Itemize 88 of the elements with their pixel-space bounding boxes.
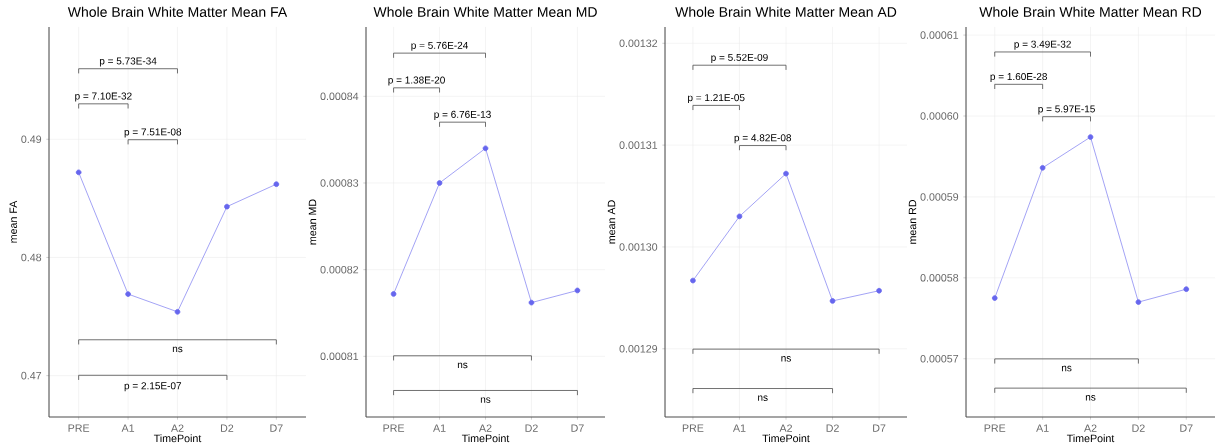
point <box>528 299 535 306</box>
x-tick-label: A1 <box>732 424 746 432</box>
x-axis-title: TimePoint <box>762 434 810 443</box>
y-tick-label: 0.00061 <box>920 31 959 39</box>
chart-title: Whole Brain White Matter Mean AD <box>675 6 897 17</box>
point <box>125 291 131 297</box>
x-tick-label: D7 <box>1180 424 1193 432</box>
annotation: ns <box>781 356 791 362</box>
point <box>1087 134 1094 140</box>
x-tick-label: PRE <box>68 424 90 432</box>
chart-title: Whole Brain White Matter Mean FA <box>67 6 288 17</box>
annotation: p = 5.52E-09 <box>711 53 768 63</box>
point <box>829 298 836 304</box>
y-tick-label: 0.00059 <box>920 193 959 201</box>
annotation: ns <box>1085 395 1096 401</box>
x-tick-label: A2 <box>1084 424 1097 432</box>
point <box>174 309 181 315</box>
annotation: p = 5.73E-34 <box>99 57 157 67</box>
x-tick-label: D2 <box>525 424 538 432</box>
y-tick-label: 0.48 <box>21 253 42 262</box>
y-tick-label: 0.47 <box>21 371 42 380</box>
y-tick-label: 0.00131 <box>619 141 658 149</box>
y-tick-label: 0.00132 <box>619 39 658 48</box>
annotation: p = 5.76E-24 <box>411 41 469 51</box>
y-axis-title: mean MD <box>308 199 317 245</box>
x-axis-title: TimePoint <box>1066 434 1115 443</box>
y-tick-label: 0.00082 <box>320 265 359 274</box>
annotation: ns <box>758 395 768 401</box>
point <box>991 295 998 301</box>
y-tick-label: 0.49 <box>21 135 42 144</box>
y-axis-title: mean RD <box>908 200 917 244</box>
point <box>1135 299 1142 305</box>
x-tick-label: A2 <box>171 424 184 432</box>
annotation: p = 1.60E-28 <box>990 73 1048 83</box>
point <box>436 180 443 186</box>
x-tick-label: D7 <box>270 424 283 432</box>
x-axis-title: TimePoint <box>461 434 510 443</box>
point <box>273 181 280 187</box>
point <box>574 287 581 294</box>
point <box>224 203 230 210</box>
x-tick-label: A1 <box>433 424 446 432</box>
point <box>783 170 789 177</box>
y-tick-label: 0.00060 <box>920 112 959 120</box>
annotation: ns <box>480 397 491 403</box>
y-tick-label: 0.00057 <box>920 354 959 363</box>
y-tick-label: 0.00083 <box>320 179 359 187</box>
x-tick-label: D7 <box>571 424 584 432</box>
x-tick-label: D7 <box>873 424 886 432</box>
annotation: p = 1.38E-20 <box>388 76 445 86</box>
point <box>1039 164 1046 171</box>
point <box>736 213 743 220</box>
point <box>390 291 397 297</box>
y-tick-label: 0.00081 <box>320 352 359 361</box>
x-tick-label: D2 <box>826 424 839 432</box>
annotation: p = 7.10E-32 <box>75 92 132 102</box>
y-tick-label: 0.00084 <box>320 92 359 101</box>
chart-title: Whole Brain White Matter Mean MD <box>373 6 597 17</box>
point <box>1183 286 1190 292</box>
x-tick-label: A2 <box>479 424 492 432</box>
x-axis-title: TimePoint <box>153 434 202 443</box>
x-tick-label: D2 <box>220 424 234 432</box>
annotation: p = 4.82E-08 <box>734 134 792 144</box>
point <box>482 145 489 152</box>
annotation: ns <box>1061 365 1072 372</box>
x-tick-label: PRE <box>984 424 1006 432</box>
y-tick-label: 0.00129 <box>619 345 658 353</box>
x-tick-label: A2 <box>779 424 792 432</box>
annotation: p = 1.21E-05 <box>688 94 745 104</box>
y-tick-label: 0.00130 <box>619 243 658 251</box>
annotation: p = 7.51E-08 <box>124 128 182 138</box>
annotation: p = 5.97E-15 <box>1038 105 1095 115</box>
annotation: p = 6.76E-13 <box>434 110 491 120</box>
x-tick-label: PRE <box>682 424 704 432</box>
x-tick-label: PRE <box>383 424 405 432</box>
point <box>876 287 882 294</box>
annotation: p = 2.15E-07 <box>124 382 182 392</box>
y-axis-title: mean FA <box>9 200 18 243</box>
point <box>690 277 696 284</box>
y-axis-title: mean AD <box>607 200 616 244</box>
y-tick-label: 0.00058 <box>920 274 959 282</box>
annotation: ns <box>457 362 468 369</box>
annotation: ns <box>172 346 183 353</box>
x-tick-label: A1 <box>1036 424 1049 432</box>
x-tick-label: A1 <box>121 424 135 432</box>
chart-title: Whole Brain White Matter Mean RD <box>979 6 1202 17</box>
annotation: p = 3.49E-32 <box>1014 40 1071 50</box>
point <box>75 169 82 176</box>
x-tick-label: D2 <box>1132 424 1145 432</box>
